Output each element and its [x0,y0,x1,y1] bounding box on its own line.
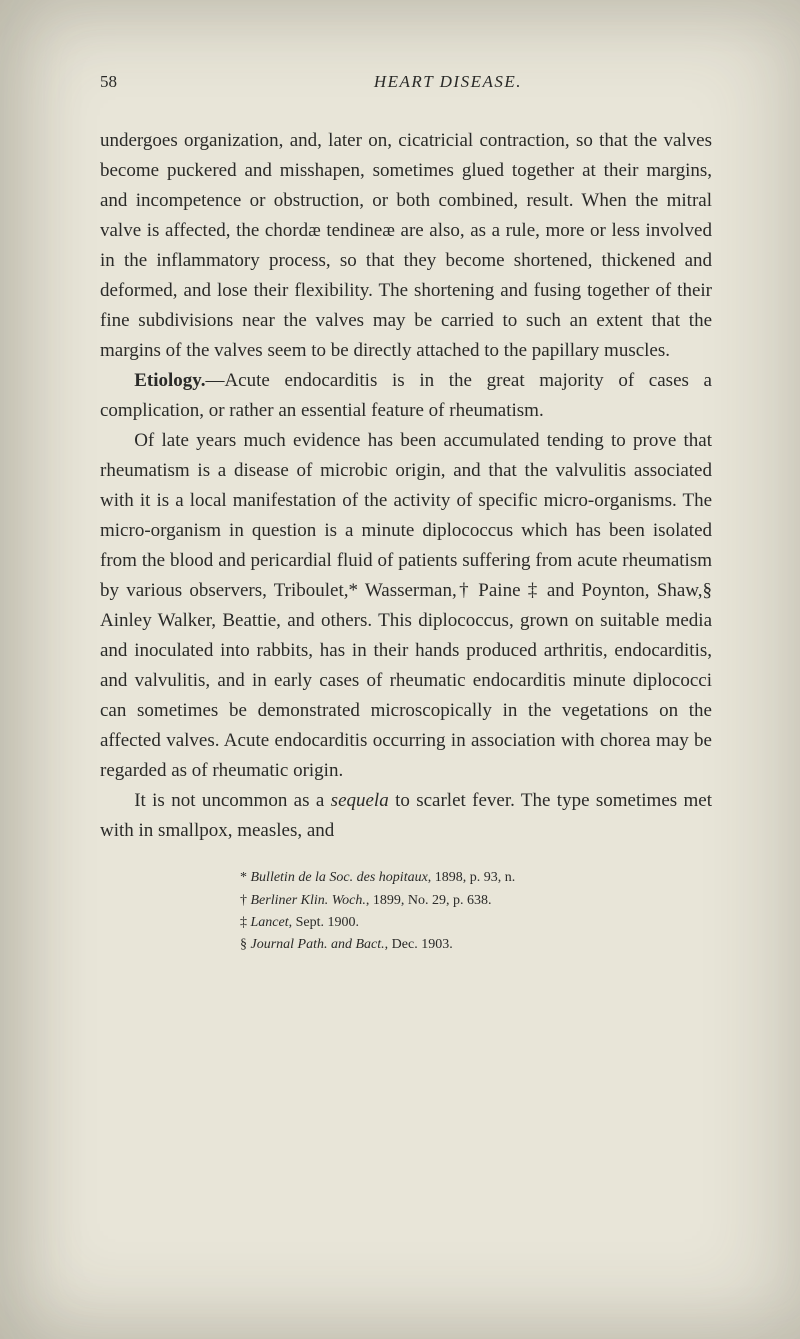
footnote-1: * Bulletin de la Soc. des hopitaux, 1898… [240,868,712,888]
paragraph-2: Etiology.—Acute endocarditis is in the g… [100,366,712,426]
paragraph-4: It is not uncommon as a sequela to scarl… [100,786,712,846]
footnote-2-mark: † [240,893,247,908]
paragraph-4a: It is not uncommon as a [134,790,330,811]
footnote-2-rest: , 1899, No. 29, p. 638. [366,893,492,908]
paragraph-3: Of late years much evidence has been acc… [100,426,712,786]
footnote-1-title: Bulletin de la Soc. des hopitaux [251,870,428,885]
footnote-3-rest: , Sept. 1900. [289,915,359,930]
footnote-3: ‡ Lancet, Sept. 1900. [240,913,712,933]
running-head: HEART DISEASE. [374,72,522,92]
footnote-4-title: Journal Path. and Bact. [251,937,385,952]
footnote-2-title: Berliner Klin. Woch. [251,893,366,908]
footnote-4: § Journal Path. and Bact., Dec. 1903. [240,935,712,955]
page-number: 58 [100,72,117,92]
page-header: 58 HEART DISEASE. [100,72,712,92]
footnote-4-rest: , Dec. 1903. [385,937,453,952]
etiology-label: Etiology. [134,370,205,391]
footnote-3-title: Lancet [251,915,289,930]
paragraph-1: undergoes organization, and, later on, c… [100,126,712,366]
footnote-2: † Berliner Klin. Woch., 1899, No. 29, p.… [240,891,712,911]
body-text: undergoes organization, and, later on, c… [100,126,712,846]
footnote-4-mark: § [240,937,247,952]
footnote-3-mark: ‡ [240,915,247,930]
footnote-1-rest: , 1898, p. 93, n. [428,870,516,885]
footnote-1-mark: * [240,870,247,885]
footnotes: * Bulletin de la Soc. des hopitaux, 1898… [100,868,712,955]
sequela-word: sequela [331,790,389,811]
